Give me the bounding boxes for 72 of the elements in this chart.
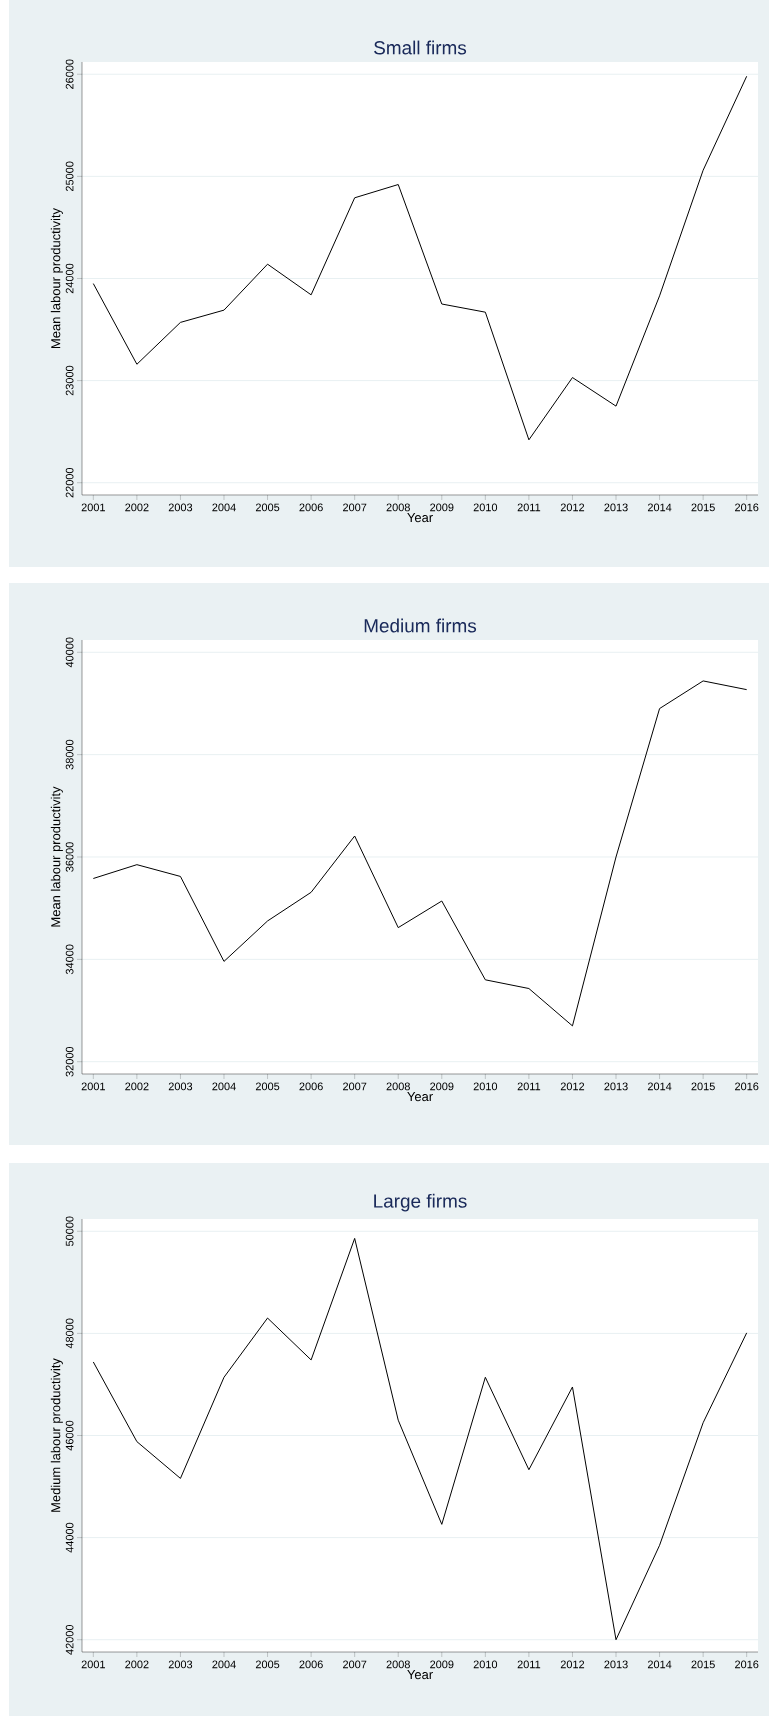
x-tick-label: 2013 [604, 1082, 628, 1091]
x-tick-label: 2008 [386, 503, 410, 512]
y-tick-label: 24000 [65, 263, 74, 294]
x-tick-label: 2012 [560, 1660, 585, 1669]
y-tick-label: 22000 [65, 467, 74, 498]
y-tick-label: 25000 [65, 161, 74, 192]
x-tick-label: 2013 [604, 1660, 628, 1669]
x-tick-label: 2010 [473, 1660, 498, 1669]
x-tick-label: 2005 [255, 1082, 280, 1091]
y-tick-label: 42000 [65, 1624, 74, 1655]
x-tick-label: 2006 [299, 1082, 323, 1091]
x-tick-label: 2010 [473, 1082, 498, 1091]
x-tick-label: 2003 [168, 503, 193, 512]
chart-title: Medium firms [364, 618, 477, 633]
x-tick-label: 2007 [343, 1082, 367, 1091]
x-tick-label: 2011 [517, 503, 541, 512]
x-tick-label: 2001 [81, 1082, 105, 1091]
x-tick-label: 2011 [517, 1082, 541, 1091]
x-tick-label: 2015 [691, 503, 715, 512]
x-tick-label: 2007 [343, 1660, 367, 1669]
x-tick-label: 2002 [125, 1082, 149, 1091]
y-tick-label: 26000 [65, 59, 74, 89]
x-tick-label: 2016 [735, 503, 759, 512]
x-tick-label: 2012 [560, 1082, 585, 1091]
x-tick-label: 2008 [386, 1082, 410, 1091]
x-tick-label: 2015 [691, 1660, 715, 1669]
x-tick-label: 2001 [81, 1660, 105, 1669]
x-tick-label: 2006 [299, 1660, 323, 1669]
x-tick-label: 2004 [212, 503, 236, 512]
x-tick-label: 2016 [735, 1660, 759, 1669]
y-tick-label: 32000 [65, 1046, 74, 1077]
x-tick-label: 2005 [255, 1660, 280, 1669]
x-tick-label: 2005 [255, 503, 280, 512]
x-tick-label: 2014 [647, 503, 672, 512]
x-tick-label: 2003 [168, 1082, 193, 1091]
x-tick-label: 2009 [430, 503, 454, 512]
x-axis-title: Year [407, 1670, 433, 1680]
x-tick-label: 2014 [647, 1660, 672, 1669]
y-tick-label: 34000 [65, 944, 74, 975]
y-axis-title: Medium labour productivity [50, 1358, 63, 1512]
x-tick-label: 2008 [386, 1660, 410, 1669]
x-tick-label: 2016 [735, 1082, 759, 1091]
x-tick-label: 2006 [299, 503, 323, 512]
x-tick-label: 2003 [168, 1660, 193, 1669]
x-tick-label: 2004 [212, 1082, 236, 1091]
x-tick-label: 2015 [691, 1082, 715, 1091]
y-axis-title: Mean labour productivity [50, 207, 63, 348]
x-tick-label: 2011 [517, 1660, 541, 1669]
y-tick-label: 40000 [65, 637, 74, 668]
y-tick-label: 36000 [65, 842, 74, 872]
x-tick-label: 2001 [81, 503, 105, 512]
chart-title: Small firms [374, 40, 467, 55]
x-tick-label: 2010 [473, 503, 498, 512]
x-tick-label: 2002 [125, 1660, 149, 1669]
y-tick-label: 23000 [65, 365, 74, 396]
y-axis-title: Mean labour productivity [50, 786, 63, 927]
x-tick-label: 2007 [343, 503, 367, 512]
x-tick-label: 2012 [560, 503, 585, 512]
x-tick-label: 2013 [604, 503, 628, 512]
x-tick-label: 2009 [430, 1082, 454, 1091]
x-tick-label: 2014 [647, 1082, 672, 1091]
y-tick-label: 38000 [65, 739, 74, 770]
chart-title: Large firms [374, 1193, 467, 1212]
x-axis-title: Year [407, 513, 433, 523]
y-tick-label: 46000 [65, 1420, 74, 1451]
x-tick-label: 2002 [125, 503, 149, 512]
x-tick-label: 2009 [430, 1660, 454, 1669]
y-tick-label: 44000 [65, 1522, 74, 1553]
y-tick-label: 48000 [65, 1318, 74, 1349]
x-tick-label: 2004 [212, 1660, 236, 1669]
x-axis-title: Year [407, 1092, 433, 1102]
y-tick-label: 50000 [65, 1216, 74, 1247]
